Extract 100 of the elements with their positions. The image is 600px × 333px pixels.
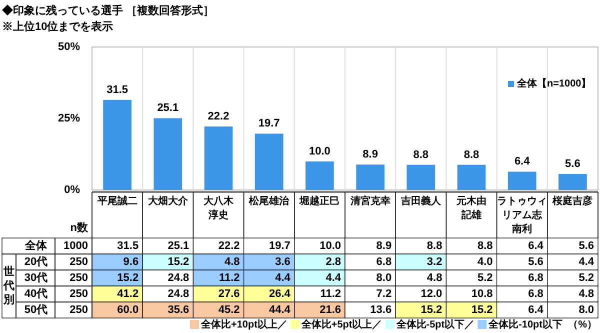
data-label: 4.4 xyxy=(275,272,292,284)
data-label: 2.8 xyxy=(326,256,341,268)
y-tick-label: 20代 xyxy=(24,256,48,268)
data-label: 4.4 xyxy=(578,256,595,268)
data-label: 5.6 xyxy=(565,158,580,170)
data-label: 8.0 xyxy=(578,304,594,316)
data-label: 3.2 xyxy=(426,256,442,268)
x-tick-label: 大八木淳史 xyxy=(202,194,234,220)
data-label: 8.8 xyxy=(464,148,480,161)
data-label: 60.0 xyxy=(117,304,139,316)
data-label: 6.8 xyxy=(528,272,544,284)
data-label: 11.2 xyxy=(320,288,341,300)
text: 全体比-10pt以下 xyxy=(488,318,562,330)
data-label: 4.8 xyxy=(578,288,594,300)
y2-tick-label: 250 xyxy=(70,256,88,268)
data-label: 3.6 xyxy=(275,256,290,268)
x-tick-label: 松尾雄治 xyxy=(248,194,290,206)
bar xyxy=(204,126,233,190)
x-tick-label: 桜庭吉彦 xyxy=(552,194,593,206)
y-tick-label: 全体 xyxy=(24,239,48,252)
data-label: 8.9 xyxy=(362,148,378,161)
data-label: 31.5 xyxy=(106,84,128,96)
text: 全体比+5pt以上／ xyxy=(300,318,382,330)
y-tick-label: 0% xyxy=(64,184,80,196)
data-label: 8.8 xyxy=(478,240,493,252)
data-label: 8.0 xyxy=(376,272,392,284)
data-label: 4.8 xyxy=(426,272,442,284)
x-tick-label: 吉田義人 xyxy=(400,194,442,206)
data-label: 24.8 xyxy=(168,288,190,300)
data-label: 6.8 xyxy=(376,256,392,268)
data-label: 8.8 xyxy=(413,148,429,161)
data-label: 15.2 xyxy=(471,304,493,316)
text: n数 xyxy=(70,221,89,234)
y2-tick-label: 250 xyxy=(70,272,88,284)
bar xyxy=(558,174,587,190)
data-label: 8.9 xyxy=(376,240,392,252)
bar xyxy=(508,172,536,190)
text: 全体比+10pt以上／ xyxy=(200,318,288,330)
data-label: 21.6 xyxy=(320,304,341,316)
data-label: 25.1 xyxy=(168,240,190,252)
data-label: 24.8 xyxy=(168,272,190,284)
data-label: 27.6 xyxy=(218,288,240,300)
data-label: 15.2 xyxy=(420,304,442,316)
data-label: 7.2 xyxy=(376,288,392,300)
data-label: 15.2 xyxy=(168,256,190,268)
data-label: 45.2 xyxy=(218,304,240,316)
data-label: 6.8 xyxy=(528,288,544,300)
text: 世代別 xyxy=(2,265,14,306)
data-label: 9.6 xyxy=(123,256,139,268)
bar xyxy=(103,100,132,190)
y-tick-label: 25% xyxy=(58,112,80,124)
y2-tick-label: 250 xyxy=(70,288,88,300)
y2-tick-label: 250 xyxy=(70,304,88,316)
x-tick-label: 平尾誠二 xyxy=(96,194,138,206)
data-label: 26.4 xyxy=(268,288,292,300)
data-label: 6.4 xyxy=(528,304,544,316)
data-label: 41.2 xyxy=(117,288,139,300)
data-label: 19.7 xyxy=(258,118,280,130)
data-label: 22.2 xyxy=(218,240,240,252)
chart-subtitle: ※上位10位までを表示 xyxy=(2,20,114,33)
data-label: 4.8 xyxy=(224,256,240,268)
y-tick-label: 50% xyxy=(58,41,80,53)
data-label: 19.7 xyxy=(268,240,290,252)
bar xyxy=(306,161,334,190)
data-label: 44.4 xyxy=(268,304,292,316)
data-label: 13.6 xyxy=(370,304,392,316)
x-tick-label: 大畑大介 xyxy=(146,194,189,206)
data-label: 5.6 xyxy=(578,240,594,252)
data-label: 25.1 xyxy=(157,102,179,114)
data-label: 4.0 xyxy=(478,256,493,268)
bar xyxy=(406,164,436,190)
data-label: 22.2 xyxy=(208,110,230,123)
text: （%） xyxy=(568,320,597,330)
data-label: 4.4 xyxy=(326,272,342,284)
legend-label: 全体【n=1000】 xyxy=(516,78,592,90)
bar xyxy=(154,118,182,190)
data-label: 12.0 xyxy=(420,288,442,300)
data-label: 31.5 xyxy=(117,240,139,252)
x-tick-label: ラトゥウィリアム志南利 xyxy=(497,196,548,234)
data-label: 11.2 xyxy=(218,272,240,284)
data-label: 10.8 xyxy=(471,288,493,300)
data-label: 10.0 xyxy=(320,240,341,252)
chart-title: ◆印象に残っている選手 ［複数回答形式］ xyxy=(2,4,214,17)
data-label: 35.6 xyxy=(168,304,190,316)
text: 全体比-5pt以下／ xyxy=(395,318,475,330)
x-tick-label: 元木由記雄 xyxy=(456,194,486,220)
bar xyxy=(254,134,284,190)
y-tick-label: 50代 xyxy=(24,304,48,316)
data-label: 15.2 xyxy=(117,272,139,284)
y-tick-label: 40代 xyxy=(24,288,48,300)
data-label: 5.6 xyxy=(528,256,544,268)
data-label: 6.4 xyxy=(514,156,531,168)
y-tick-label: 30代 xyxy=(24,272,48,284)
data-label: 10.0 xyxy=(308,145,330,158)
x-tick-label: 清宮克幸 xyxy=(349,194,390,206)
y2-tick-label: 1000 xyxy=(64,240,88,252)
x-tick-label: 堀越正巳 xyxy=(298,194,340,206)
bar xyxy=(457,164,486,190)
data-label: 5.2 xyxy=(478,272,493,284)
data-label: 8.8 xyxy=(426,240,442,252)
